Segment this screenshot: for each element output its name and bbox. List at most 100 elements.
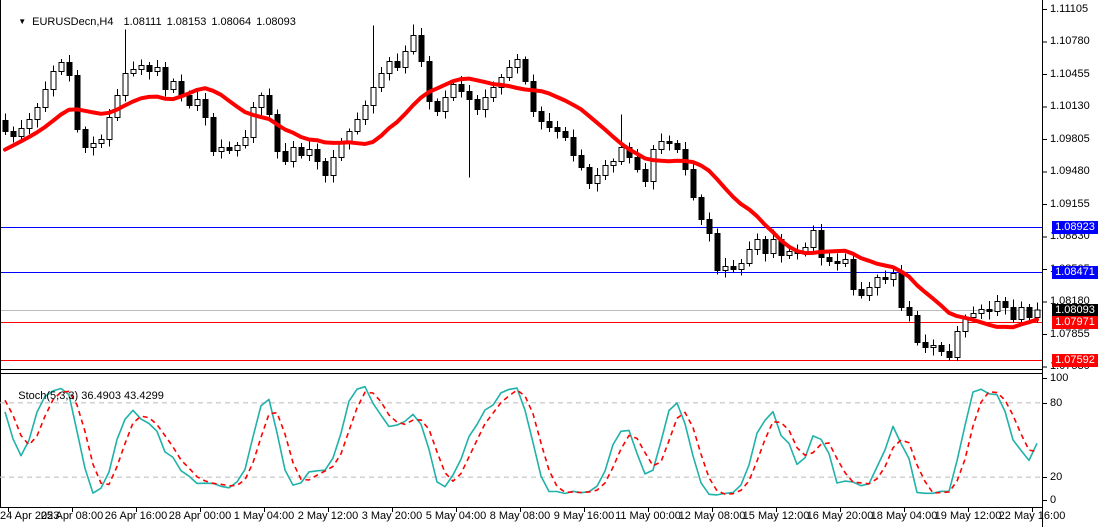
price-level-badge: 1.08471 <box>1052 265 1098 279</box>
candle-body <box>26 118 33 129</box>
candle-body <box>322 160 329 176</box>
price-level-badge: 1.07971 <box>1052 315 1098 329</box>
indicator-scale-label: 0 <box>1050 494 1057 506</box>
candle-body <box>618 146 625 162</box>
date-label: 5 May 04:00 <box>425 510 487 522</box>
candle-body <box>218 146 225 152</box>
candle-body <box>362 104 369 120</box>
price-tick-label: 1.07855 <box>1050 327 1090 340</box>
candle-body <box>714 232 721 271</box>
date-label: 8 May 08:00 <box>489 510 551 522</box>
ohlc-open-value: 1.08111 <box>123 16 162 28</box>
candle-body <box>818 229 825 258</box>
candle-body <box>42 88 49 108</box>
price-level-badge: 1.08093 <box>1052 303 1098 317</box>
candle-body <box>482 96 489 110</box>
candle-body <box>434 100 441 112</box>
candle-body <box>34 106 41 120</box>
candle-body <box>138 64 145 70</box>
indicator-title: Stoch(5,3,3) 36.4903 43.4299 <box>6 378 164 414</box>
candle-body <box>514 58 521 68</box>
indicator-name-label: Stoch(5,3,3) <box>18 390 79 402</box>
candle-body <box>826 256 833 262</box>
candle-body <box>378 72 385 88</box>
candle-body <box>354 118 361 132</box>
chart-title: ▼ EURUSDecn,H4 1.08111 1.08153 1.08064 1.0809… <box>6 4 301 40</box>
date-label: 24 Apr 2023 <box>0 510 60 522</box>
candle-body <box>938 344 945 352</box>
candle-body <box>1026 306 1033 318</box>
candle-body <box>274 113 281 152</box>
date-label: 11 May 00:00 <box>615 510 681 522</box>
stochastic-k-line <box>4 385 1038 496</box>
candle-body <box>522 58 529 82</box>
moving-average-line <box>3 76 1039 330</box>
candle-body <box>314 148 321 162</box>
candle-body <box>850 258 857 290</box>
candle-body <box>698 196 705 220</box>
candle-body <box>994 300 1001 312</box>
candle-body <box>530 80 537 112</box>
candle-body <box>578 154 585 168</box>
candle-body <box>954 330 961 358</box>
indicator-scale-label: 20 <box>1050 471 1063 484</box>
candle-body <box>370 86 377 106</box>
level-lines-layer <box>0 227 1042 361</box>
candle-body <box>162 66 169 90</box>
candle-body <box>194 98 201 106</box>
candle-body <box>1018 306 1025 320</box>
candle-body <box>858 288 865 296</box>
candle-body <box>402 50 409 68</box>
candle-body <box>914 314 921 343</box>
candle-body <box>554 126 561 132</box>
candle-body <box>186 94 193 106</box>
indicator-scale-label: 80 <box>1050 396 1063 409</box>
symbol-timeframe-label: EURUSDecn,H4 <box>32 16 114 28</box>
candle-body <box>426 60 433 102</box>
candle-body <box>258 94 265 108</box>
candle-body <box>242 136 249 146</box>
candle-body <box>810 229 817 248</box>
price-level-badge: 1.08923 <box>1052 220 1098 234</box>
candle-body <box>970 312 977 318</box>
candle-body <box>122 72 129 96</box>
candle-body <box>610 160 617 166</box>
candle-body <box>338 142 345 158</box>
stoch-d-value: 43.4299 <box>124 390 164 402</box>
candle-body <box>306 148 313 156</box>
price-tick-label: 1.11105 <box>1050 2 1089 15</box>
candle-body <box>586 166 593 184</box>
symbol-marker-icon: ▼ <box>18 17 27 26</box>
date-label: 19 May 12:00 <box>934 510 1002 522</box>
price-tick-label: 1.10130 <box>1050 100 1090 113</box>
price-level-badge: 1.07592 <box>1052 353 1098 367</box>
date-label: 3 May 20:00 <box>361 510 423 522</box>
price-tick-label: 1.09480 <box>1050 165 1090 178</box>
candle-body <box>298 146 305 156</box>
candle-body <box>898 272 905 308</box>
candle-body <box>842 258 849 264</box>
candle-body <box>538 110 545 122</box>
candle-body <box>490 86 497 98</box>
candle-body <box>202 98 209 118</box>
candle-body <box>154 66 161 72</box>
date-label: 2 May 12:00 <box>297 510 359 522</box>
candle-body <box>98 138 105 144</box>
candle-body <box>282 150 289 162</box>
date-label: 16 May 20:00 <box>806 510 874 522</box>
date-label: 9 May 16:00 <box>553 510 615 522</box>
candle-body <box>1034 309 1041 318</box>
candle-body <box>450 83 457 98</box>
candle-body <box>146 64 153 72</box>
candle-body <box>706 218 713 234</box>
candle-body <box>506 66 513 78</box>
indicator-scale-label: 100 <box>1050 372 1069 384</box>
candlestick-layer <box>2 24 1041 362</box>
candle-body <box>410 34 417 52</box>
axis-ticks <box>8 8 1047 512</box>
ohlc-low-value: 1.08064 <box>211 16 252 28</box>
candle-body <box>674 142 681 150</box>
candle-body <box>546 120 553 128</box>
